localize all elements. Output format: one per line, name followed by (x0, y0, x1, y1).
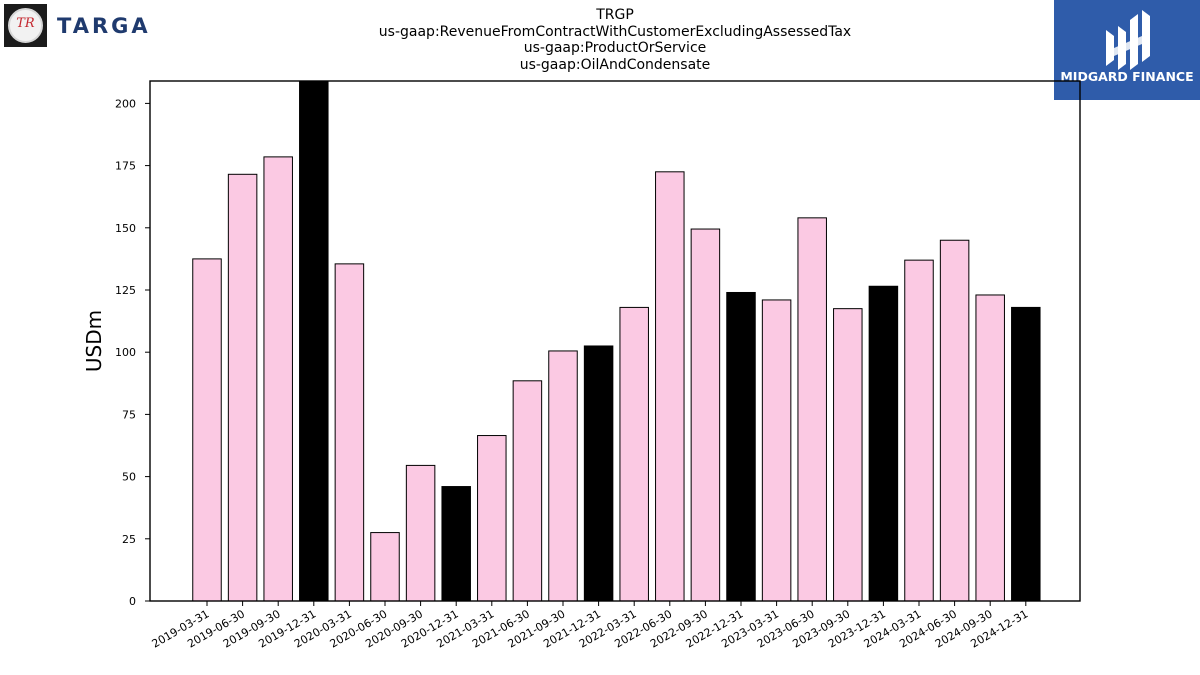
chart-title: TRGP us-gaap:RevenueFromContractWithCust… (0, 7, 1200, 73)
bar-2022-06-30 (655, 171, 685, 602)
y-tick-label: 0 (129, 595, 136, 608)
bar-2019-12-31 (299, 80, 329, 602)
x-axis: 2019-03-312019-06-302019-09-302019-12-31… (150, 601, 1030, 651)
y-tick-label: 25 (122, 533, 136, 546)
bar-2019-09-30 (263, 156, 293, 602)
y-axis: 0 25 50 75 100 125 150 175 200 (115, 97, 150, 608)
bar-2021-09-30 (548, 350, 578, 602)
bar-2022-09-30 (690, 228, 721, 602)
targa-wordmark: TARGA (57, 14, 151, 38)
title-line-concept: us-gaap:RevenueFromContractWithCustomerE… (378, 23, 852, 40)
bar-2024-12-31 (1011, 306, 1041, 602)
bar-2022-03-31 (619, 306, 649, 602)
midgard-logo-text: MIDGARD FINANCE (1060, 69, 1194, 84)
bar-2020-03-31 (334, 263, 365, 602)
bar-2023-09-30 (833, 308, 863, 602)
title-line-member: us-gaap:OilAndCondensate (519, 56, 711, 73)
bar-2024-06-30 (939, 239, 970, 602)
bar-2020-09-30 (405, 464, 436, 602)
y-tick-label: 200 (115, 97, 136, 110)
bar-2022-12-31 (726, 291, 756, 602)
targa-logo: TR TARGA (4, 4, 164, 48)
bars-group (192, 80, 1041, 602)
bar-2020-06-30 (370, 532, 400, 602)
targa-badge-circle (8, 8, 43, 43)
bar-2024-03-31 (904, 259, 934, 602)
bar-2021-12-31 (583, 345, 614, 602)
targa-badge-text: TR (16, 16, 35, 31)
midgard-finance-logo: MIDGARD FINANCE (1054, 0, 1200, 100)
bar-2023-12-31 (868, 285, 899, 602)
y-tick-label: 125 (115, 284, 136, 297)
y-tick-label: 50 (122, 471, 136, 484)
bar-2023-03-31 (761, 299, 792, 602)
midgard-logo-icon (1106, 10, 1150, 70)
bar-2023-06-30 (797, 217, 827, 602)
bar-2021-06-30 (512, 380, 543, 602)
y-tick-label: 175 (115, 160, 136, 173)
bar-2024-09-30 (975, 294, 1005, 602)
title-line-ticker: TRGP (596, 7, 634, 23)
bar-2019-06-30 (227, 173, 258, 602)
y-tick-label: 75 (122, 408, 136, 421)
bar-2021-03-31 (477, 435, 507, 602)
bar-2019-03-31 (192, 258, 222, 602)
targa-badge-icon: TR (4, 4, 47, 47)
title-line-axis: us-gaap:ProductOrService (523, 40, 707, 56)
bar-2020-12-31 (441, 486, 471, 602)
y-axis-label: USDm (82, 310, 106, 372)
y-tick-label: 100 (115, 346, 136, 359)
y-tick-label: 150 (115, 222, 136, 235)
plot-frame (149, 80, 1081, 602)
